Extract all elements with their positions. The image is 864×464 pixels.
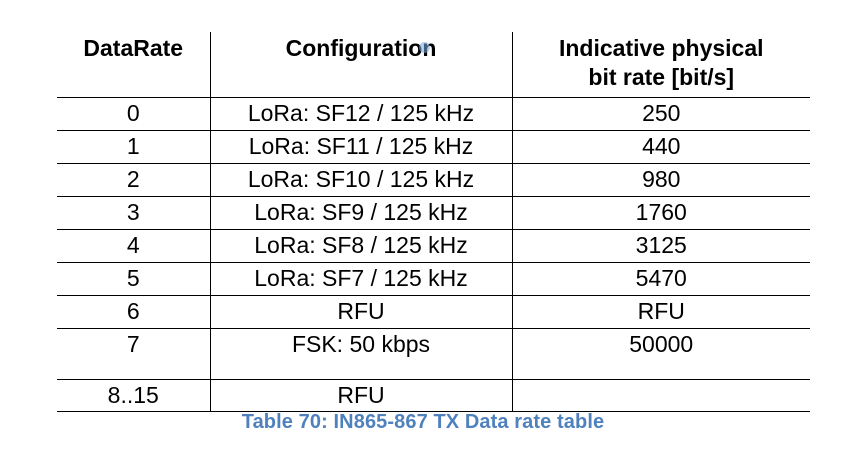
table-row: 4 LoRa: SF8 / 125 kHz 3125 [57,229,810,263]
table-row: 7 FSK: 50 kbps 50000 [57,328,810,380]
cell-bitrate: 3125 [511,229,810,263]
cell-datarate: 3 [57,196,210,230]
cell-bitrate: 1760 [511,196,810,230]
cell-datarate: 0 [57,97,210,131]
data-rate-table: DataRate Configuration Indicative physic… [57,32,810,412]
cell-configuration: LoRa: SF11 / 125 kHz [209,130,512,164]
cell-bitrate: RFU [511,295,810,329]
cell-configuration: RFU [209,295,512,329]
cell-bitrate: 440 [511,130,810,164]
table-row: 8..15 RFU [57,379,810,412]
cell-datarate: 1 [57,130,210,164]
cell-datarate: 7 [57,328,210,380]
cell-configuration: RFU [209,379,512,412]
cell-configuration: LoRa: SF9 / 125 kHz [209,196,512,230]
header-bitrate-line2: bit rate [bit/s] [588,64,735,90]
cell-configuration: LoRa: SF8 / 125 kHz [209,229,512,263]
cursor-indicator [419,42,430,53]
cell-bitrate: 50000 [511,328,810,380]
header-configuration: Configuration [209,32,512,98]
table-row: 3 LoRa: SF9 / 125 kHz 1760 [57,196,810,230]
cell-datarate: 5 [57,262,210,296]
header-bitrate: Indicative physical bit rate [bit/s] [511,32,810,98]
table-caption: Table 70: IN865-867 TX Data rate table [0,411,864,434]
cell-datarate: 6 [57,295,210,329]
cell-configuration: LoRa: SF7 / 125 kHz [209,262,512,296]
header-bitrate-line1: Indicative physical [558,35,764,61]
cell-datarate: 8..15 [57,379,210,412]
cell-bitrate: 980 [511,163,810,197]
cell-datarate: 2 [57,163,210,197]
table-caption-text: Table 70: IN865-867 TX Data rate table [241,411,605,433]
table-row: 2 LoRa: SF10 / 125 kHz 980 [57,163,810,197]
table-header-row: DataRate Configuration Indicative physic… [57,32,810,98]
cell-datarate: 4 [57,229,210,263]
table-row: 5 LoRa: SF7 / 125 kHz 5470 [57,262,810,296]
cell-bitrate: 250 [511,97,810,131]
cell-configuration: LoRa: SF12 / 125 kHz [209,97,512,131]
table-row: 0 LoRa: SF12 / 125 kHz 250 [57,97,810,131]
header-datarate: DataRate [57,32,210,98]
cell-bitrate: 5470 [511,262,810,296]
table-row: 1 LoRa: SF11 / 125 kHz 440 [57,130,810,164]
cell-configuration: LoRa: SF10 / 125 kHz [209,163,512,197]
cell-configuration: FSK: 50 kbps [209,328,512,380]
cell-bitrate [511,379,810,412]
table-row: 6 RFU RFU [57,295,810,329]
